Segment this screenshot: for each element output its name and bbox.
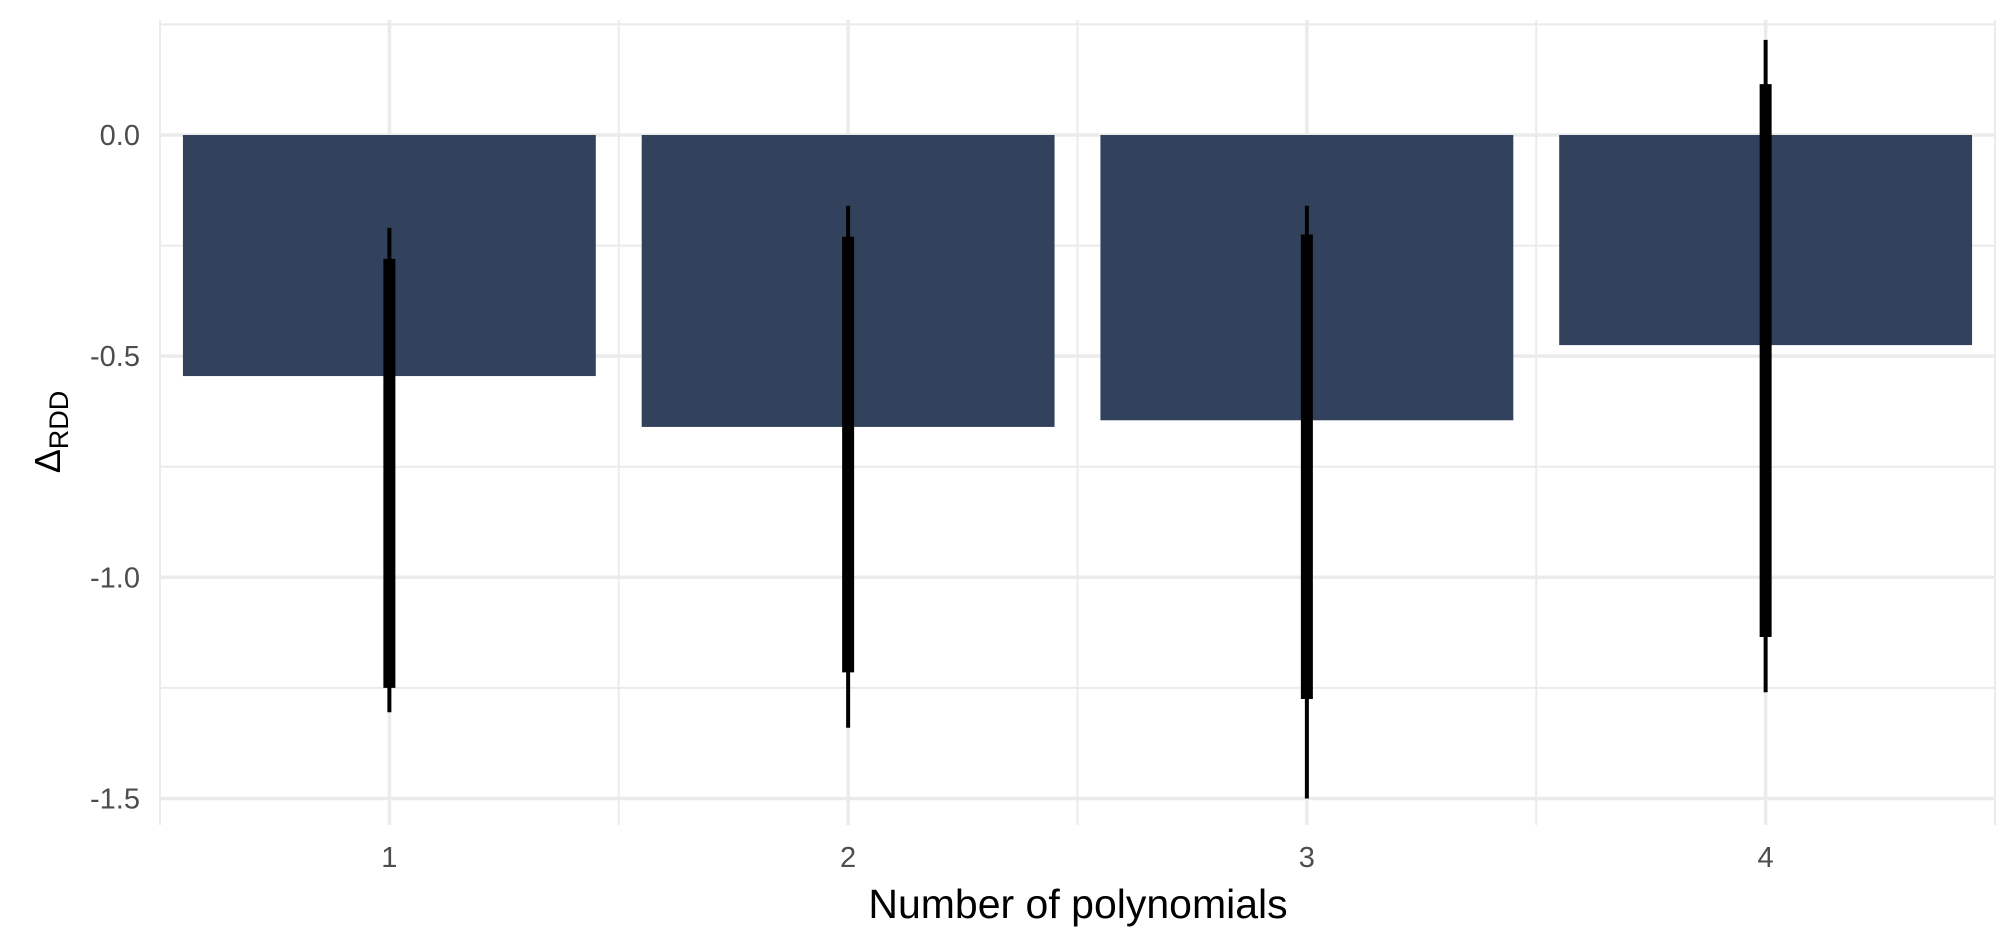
x-tick-label: 2 (840, 842, 856, 874)
x-tick-label: 4 (1758, 842, 1774, 874)
y-tick-label: -0.5 (90, 341, 140, 373)
y-axis-title-group: ΔRDD (27, 391, 74, 474)
y-tick-label: 0.0 (100, 120, 140, 152)
x-tick-labels: 1 2 3 4 (381, 842, 1773, 874)
y-axis-title: ΔRDD (27, 391, 74, 474)
y-tick-labels: 0.0 -0.5 -1.0 -1.5 (90, 120, 140, 815)
x-axis-title: Number of polynomials (868, 881, 1287, 927)
y-tick-label: -1.5 (90, 783, 140, 815)
y-axis-title-symbol: Δ (27, 449, 68, 473)
x-tick-label: 3 (1299, 842, 1315, 874)
x-tick-label: 1 (381, 842, 397, 874)
y-axis-title-subscript: RDD (44, 391, 74, 450)
y-tick-label: -1.0 (90, 562, 140, 594)
interval-bars (383, 39, 1772, 799)
